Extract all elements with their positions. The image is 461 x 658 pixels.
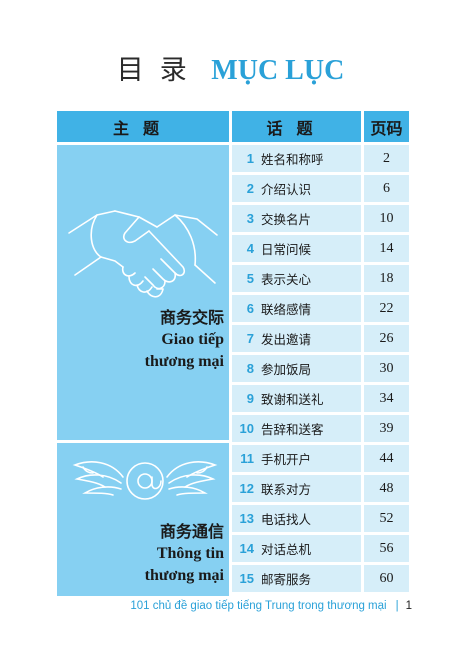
lesson-title: 电话找人 (261, 512, 312, 527)
lesson-page: 18 (364, 265, 409, 292)
lesson-number: 8 (246, 361, 254, 376)
lesson-row[interactable]: 13 电话找人 (232, 505, 361, 532)
lesson-number: 7 (246, 331, 254, 346)
lesson-title: 日常问候 (261, 242, 312, 257)
lesson-row[interactable]: 7 发出邀请 (232, 325, 361, 352)
lesson-number: 12 (239, 481, 254, 496)
lesson-page: 39 (364, 415, 409, 442)
lesson-row[interactable]: 9 致谢和送礼 (232, 385, 361, 412)
lesson-title: 致谢和送礼 (261, 392, 324, 407)
lesson-title: 手机开户 (261, 452, 312, 467)
lesson-page: 2 (364, 145, 409, 172)
section-label: 商务通信 Thông tin thương mại (57, 521, 224, 587)
lesson-number: 14 (239, 541, 254, 556)
lesson-row[interactable]: 3 交换名片 (232, 205, 361, 232)
footer-book-title: 101 chủ đề giao tiếp tiếng Trung trong t… (130, 600, 387, 612)
section-label: 商务交际 Giao tiếp thương mại (57, 307, 224, 373)
page-number: 1 (405, 600, 412, 612)
lesson-number: 5 (246, 271, 254, 286)
section-title-vn-line1: Giao tiếp (161, 331, 224, 348)
lesson-page: 34 (364, 385, 409, 412)
lesson-title: 联系对方 (261, 482, 312, 497)
section-title-vn-line1: Thông tin (156, 545, 224, 562)
section-block (57, 145, 229, 440)
handshake-icon (68, 210, 218, 298)
footer-separator: | (395, 600, 399, 612)
lesson-number: 6 (246, 301, 254, 316)
lesson-row[interactable]: 6 联络感情 (232, 295, 361, 322)
header-page: 页码 (364, 111, 409, 142)
page-title: 目录 MỤC LỤC (0, 54, 461, 88)
lesson-title: 表示关心 (261, 272, 312, 287)
lesson-title: 发出邀请 (261, 332, 312, 347)
section-title-cn: 商务交际 (159, 308, 224, 327)
lesson-title: 介绍认识 (261, 182, 312, 197)
title-chinese: 目录 (116, 55, 203, 86)
lesson-page: 22 (364, 295, 409, 322)
lesson-number: 11 (240, 451, 254, 466)
footer: 101 chủ đề giao tiếp tiếng Trung trong t… (0, 600, 412, 612)
header-lesson: 话题 (232, 111, 361, 142)
lesson-page: 44 (364, 445, 409, 472)
lesson-number: 3 (246, 211, 254, 226)
lesson-page: 30 (364, 355, 409, 382)
lesson-title: 联络感情 (261, 302, 312, 317)
lesson-number: 9 (246, 391, 254, 406)
lesson-number: 2 (246, 181, 254, 196)
title-vietnamese: MỤC LỤC (211, 55, 345, 86)
section-title-vn-line2: thương mại (144, 353, 224, 370)
lesson-row[interactable]: 8 参加饭局 (232, 355, 361, 382)
lesson-number: 1 (246, 151, 254, 166)
contents-table: 主题 话题 页码 (57, 111, 409, 596)
lesson-title: 参加饭局 (261, 362, 312, 377)
lesson-title: 姓名和称呼 (261, 152, 324, 167)
section-title-cn: 商务通信 (159, 522, 224, 541)
lesson-page: 52 (364, 505, 409, 532)
lesson-row[interactable]: 11 手机开户 (232, 445, 361, 472)
lesson-title: 邮寄服务 (261, 572, 312, 587)
lesson-page: 10 (364, 205, 409, 232)
lesson-title: 告辞和送客 (261, 422, 324, 437)
lesson-page: 26 (364, 325, 409, 352)
lesson-page: 48 (364, 475, 409, 502)
lesson-row[interactable]: 10 告辞和送客 (232, 415, 361, 442)
lesson-title: 对话总机 (261, 542, 312, 557)
lesson-row[interactable]: 2 介绍认识 (232, 175, 361, 202)
section-title-vn-line2: thương mại (144, 567, 224, 584)
lesson-number: 4 (246, 241, 254, 256)
lesson-row[interactable]: 5 表示关心 (232, 265, 361, 292)
lesson-page: 14 (364, 235, 409, 262)
lesson-row[interactable]: 14 对话总机 (232, 535, 361, 562)
lesson-title: 交换名片 (261, 212, 312, 227)
lesson-row[interactable]: 12 联系对方 (232, 475, 361, 502)
lesson-number: 15 (239, 571, 254, 586)
lesson-number: 13 (239, 511, 254, 526)
lesson-row[interactable]: 4 日常问候 (232, 235, 361, 262)
lesson-number: 10 (239, 421, 254, 436)
lesson-page: 6 (364, 175, 409, 202)
lesson-row[interactable]: 15 邮寄服务 (232, 565, 361, 592)
lesson-row[interactable]: 1 姓名和称呼 (232, 145, 361, 172)
section-block (57, 443, 229, 596)
lesson-page: 56 (364, 535, 409, 562)
winged-at-icon (72, 461, 218, 500)
lesson-page: 60 (364, 565, 409, 592)
header-topic: 主题 (57, 111, 229, 142)
